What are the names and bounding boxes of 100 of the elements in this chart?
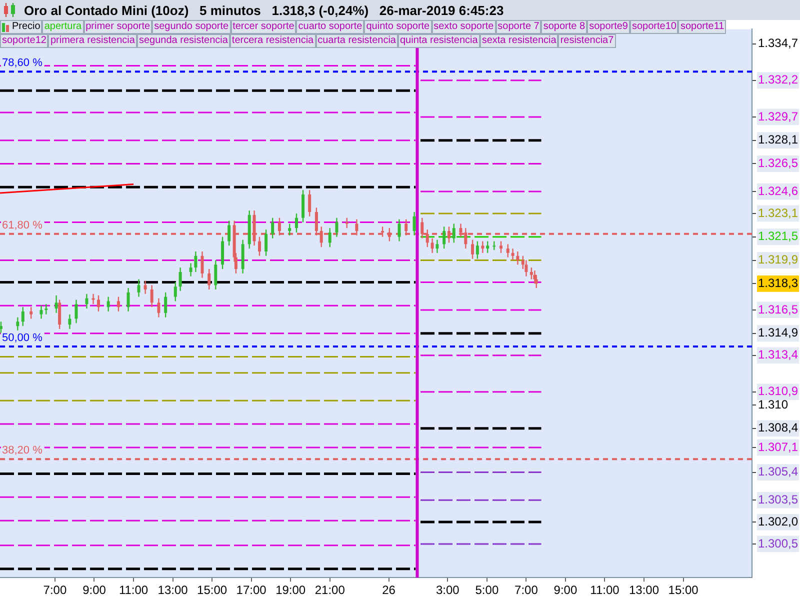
candlestick	[194, 250, 198, 273]
annotation: primer soporte	[84, 20, 152, 34]
y-tick-label: 1.329,7	[758, 109, 798, 124]
x-tick-label: 5:00	[475, 583, 499, 598]
candlestick	[335, 217, 338, 238]
candlestick	[30, 306, 33, 320]
x-tick-label: 21:00	[314, 583, 346, 598]
annotation: 38,20 %	[2, 444, 43, 457]
candlestick	[271, 217, 274, 239]
candlestick	[412, 211, 416, 236]
candlestick	[164, 292, 168, 318]
y-tick-label: 1.324,6	[758, 184, 798, 198]
annotation: 78,60 %	[2, 57, 43, 70]
annotation: soporte 8	[541, 20, 588, 34]
candlestick	[530, 266, 533, 280]
annotation: resistencia7	[558, 34, 616, 48]
candlestick	[189, 262, 192, 277]
candlestick	[506, 244, 510, 258]
candlestick	[511, 248, 514, 261]
candlestick	[126, 287, 130, 312]
candlestick	[436, 239, 439, 254]
candlestick	[106, 296, 110, 312]
x-tick-label: 7:00	[43, 583, 67, 598]
x-tick-label: 15:00	[668, 583, 699, 598]
candlestick	[500, 240, 503, 254]
candlestick	[476, 240, 479, 260]
candlestick	[21, 306, 24, 327]
candlestick	[54, 294, 58, 314]
x-tick-label: 3:00	[436, 583, 460, 598]
x-tick-label: 7:00	[514, 583, 538, 598]
candlestick	[137, 278, 140, 298]
candlestick	[228, 220, 231, 246]
annotation: soporte 7	[496, 20, 542, 34]
y-tick-label: 1.310	[758, 397, 788, 412]
candlestick	[328, 227, 332, 248]
y-tick-label: 1.308,4	[758, 420, 798, 435]
annotation: tercer soporte	[230, 20, 296, 34]
candlestick	[178, 266, 182, 292]
candlestick	[345, 217, 348, 229]
candlestick	[68, 314, 72, 330]
y-tick-label: 1.307,1	[758, 440, 798, 454]
candlestick	[44, 304, 48, 315]
candlestick	[221, 236, 224, 270]
candlestick	[208, 268, 211, 290]
x-tick-label: 9:00	[82, 583, 106, 598]
candlestick	[524, 260, 528, 277]
candlestick	[150, 284, 154, 308]
annotation: segundo soporte	[152, 20, 231, 34]
annotation: soporte10	[630, 20, 678, 34]
y-tick-label: 1.334,7	[758, 36, 798, 50]
x-tick-label: 13:00	[628, 583, 660, 598]
annotation: cuarta resistencia	[316, 34, 398, 48]
y-tick-label: 1.310,9	[758, 384, 798, 398]
y-tick-label: 1.300,5	[758, 536, 798, 550]
candlestick	[430, 238, 434, 254]
y-tick-label: 1.323,1	[758, 206, 798, 220]
chart-title: Oro al Contado Mini (10oz) 5 minutos 1.318,3 (-0,24%) 26-mar-2019 6:45:23	[24, 2, 504, 18]
candlestick	[116, 296, 120, 312]
candlestick	[144, 280, 147, 294]
candlestick	[516, 250, 520, 266]
y-tick-label: 1.302,0	[758, 514, 798, 528]
candlestick	[40, 304, 43, 320]
x-tick-label: 26	[382, 583, 396, 598]
annotation: cuarto soporte	[296, 20, 364, 34]
annotation: sexta resistencia	[480, 34, 558, 48]
annotation: soporte12	[0, 34, 48, 48]
y-tick-label: 1.332,2	[758, 72, 798, 87]
y-tick-label: 1.326,5	[758, 156, 798, 170]
candlestick	[264, 228, 268, 256]
x-tick-label: 9:00	[554, 583, 578, 598]
y-tick-label: 1.321,5	[758, 229, 798, 244]
candlestick	[0, 321, 2, 334]
annotation: tercera resistencia	[230, 34, 316, 48]
annotation: soporte11	[678, 20, 726, 34]
legend-label: Precio	[0, 20, 42, 34]
candlestick	[16, 316, 20, 332]
candlestick	[471, 239, 474, 260]
candlestick	[58, 299, 62, 330]
annotation: segunda resistencia	[136, 34, 230, 48]
annotation: soporte9	[587, 20, 630, 34]
candlestick	[214, 260, 218, 290]
x-tick-label: 13:00	[158, 583, 188, 598]
x-tick-label: 17:00	[236, 583, 267, 598]
y-tick-label: 1.316,5	[758, 302, 798, 316]
annotation: primera resistencia	[48, 34, 137, 48]
candlestick	[174, 282, 177, 302]
y-tick-label: 1.314,9	[758, 326, 798, 340]
candlestick	[302, 189, 305, 223]
candlestick	[74, 299, 78, 324]
candlestick	[200, 250, 204, 278]
y-tick-label: 1.319,9	[758, 252, 798, 267]
candlestick	[308, 189, 312, 217]
candlestick	[157, 298, 160, 318]
x-tick-label: 19:00	[276, 583, 306, 598]
candlestick	[442, 226, 446, 250]
y-tick-label: 1.328,1	[758, 132, 798, 147]
y-tick-label: 1.313,4	[758, 348, 798, 362]
candlestick	[97, 294, 100, 312]
annotation: sexto soporte	[432, 20, 496, 34]
text: apertura	[42, 20, 84, 34]
